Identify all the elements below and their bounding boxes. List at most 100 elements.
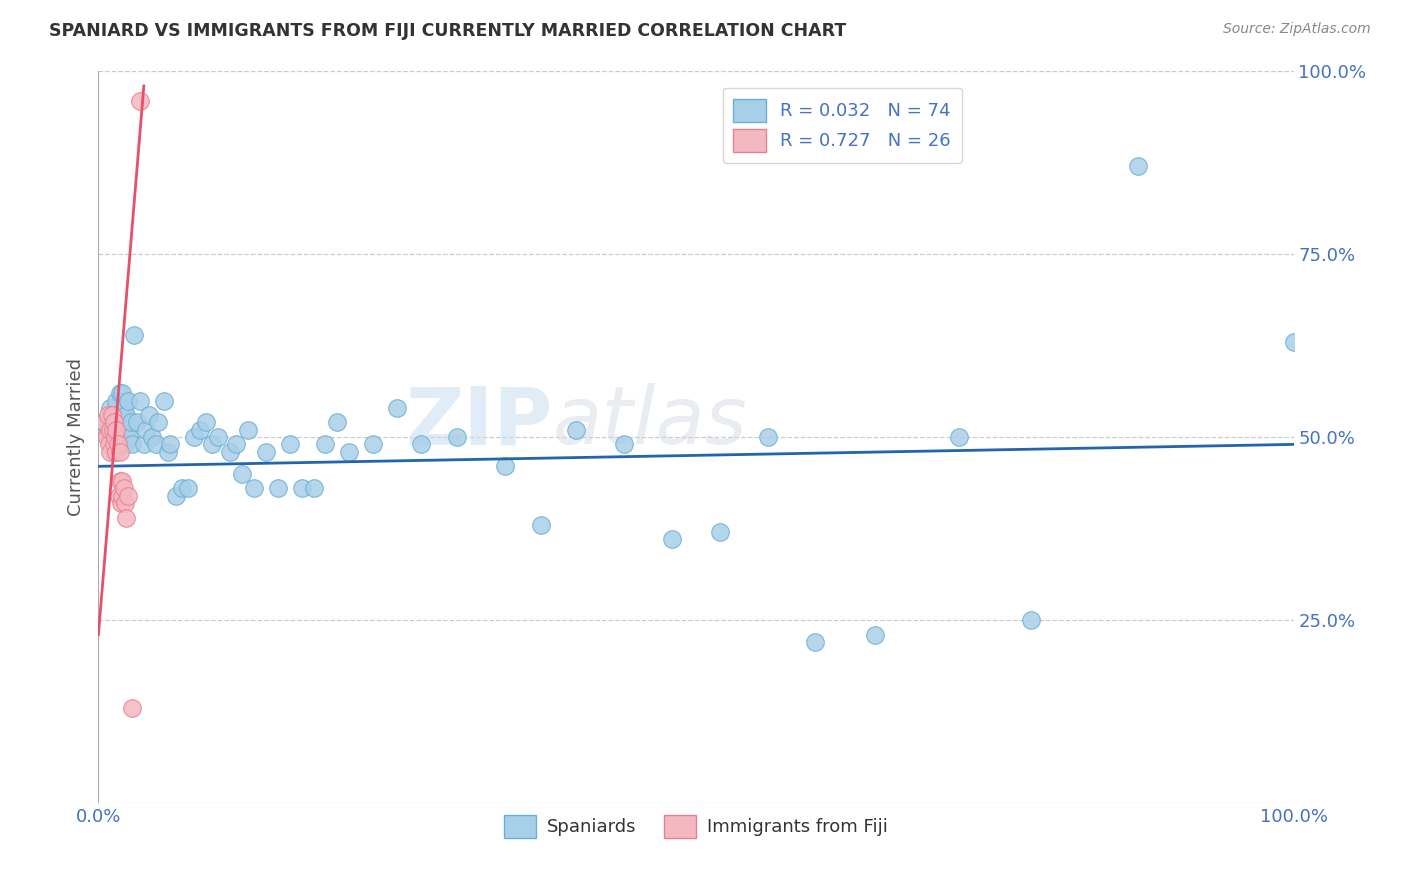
Point xyxy=(98,423,122,437)
Point xyxy=(278,437,301,451)
Point xyxy=(411,437,433,451)
Point xyxy=(138,408,160,422)
Point xyxy=(103,444,125,458)
Point xyxy=(865,627,887,641)
Point xyxy=(565,423,588,437)
Text: ZIP: ZIP xyxy=(405,384,553,461)
Point xyxy=(115,510,138,524)
Point xyxy=(201,437,224,451)
Point xyxy=(219,444,242,458)
Point xyxy=(101,423,124,437)
Point xyxy=(107,416,129,430)
Point xyxy=(129,94,152,108)
Point xyxy=(530,517,553,532)
Point xyxy=(183,430,205,444)
Point xyxy=(108,444,131,458)
Point xyxy=(188,423,211,437)
Point xyxy=(110,408,132,422)
Point xyxy=(110,496,132,510)
Point xyxy=(108,474,131,488)
Point xyxy=(108,386,131,401)
Point xyxy=(446,430,468,444)
Point xyxy=(96,430,118,444)
Point xyxy=(107,489,129,503)
Point xyxy=(105,423,128,437)
Point xyxy=(97,408,120,422)
Point xyxy=(115,423,138,437)
Text: atlas: atlas xyxy=(553,384,748,461)
Point xyxy=(93,416,115,430)
Point xyxy=(231,467,253,481)
Point xyxy=(111,430,134,444)
Point xyxy=(1128,160,1150,174)
Point xyxy=(111,386,134,401)
Point xyxy=(1019,613,1042,627)
Point xyxy=(135,423,157,437)
Point xyxy=(326,416,349,430)
Point xyxy=(114,416,136,430)
Point xyxy=(1282,334,1305,349)
Y-axis label: Currently Married: Currently Married xyxy=(66,358,84,516)
Point xyxy=(105,444,128,458)
Point xyxy=(124,327,146,342)
Point xyxy=(243,481,266,495)
Point xyxy=(132,437,155,451)
Point xyxy=(145,437,167,451)
Point xyxy=(661,533,683,547)
Point xyxy=(159,437,181,451)
Point xyxy=(267,481,290,495)
Point xyxy=(93,416,115,430)
Point xyxy=(385,401,409,415)
Point xyxy=(104,430,127,444)
Point xyxy=(756,430,779,444)
Point xyxy=(114,496,136,510)
Point xyxy=(156,444,179,458)
Point xyxy=(98,437,121,451)
Point xyxy=(125,416,148,430)
Point xyxy=(98,401,122,415)
Point xyxy=(115,408,138,422)
Point xyxy=(153,393,176,408)
Point xyxy=(117,489,139,503)
Point xyxy=(172,481,194,495)
Point xyxy=(97,423,120,437)
Point xyxy=(107,437,129,451)
Point xyxy=(120,416,142,430)
Point xyxy=(117,393,139,408)
Point xyxy=(225,437,247,451)
Point xyxy=(103,437,125,451)
Point xyxy=(112,481,135,495)
Point xyxy=(165,489,187,503)
Point xyxy=(141,430,163,444)
Point xyxy=(236,423,259,437)
Point xyxy=(302,481,325,495)
Point xyxy=(98,444,122,458)
Point xyxy=(105,430,128,444)
Text: Source: ZipAtlas.com: Source: ZipAtlas.com xyxy=(1223,22,1371,37)
Point xyxy=(291,481,314,495)
Text: SPANIARD VS IMMIGRANTS FROM FIJI CURRENTLY MARRIED CORRELATION CHART: SPANIARD VS IMMIGRANTS FROM FIJI CURRENT… xyxy=(49,22,846,40)
Legend: Spaniards, Immigrants from Fiji: Spaniards, Immigrants from Fiji xyxy=(496,807,896,845)
Point xyxy=(103,416,125,430)
Point xyxy=(254,444,277,458)
Point xyxy=(108,423,131,437)
Point xyxy=(948,430,970,444)
Point xyxy=(118,430,141,444)
Point xyxy=(207,430,229,444)
Point xyxy=(98,430,122,444)
Point xyxy=(494,459,516,474)
Point xyxy=(363,437,385,451)
Point xyxy=(100,408,122,422)
Point xyxy=(111,474,134,488)
Point xyxy=(112,401,135,415)
Point xyxy=(105,393,128,408)
Point xyxy=(177,481,200,495)
Point xyxy=(121,437,143,451)
Point xyxy=(101,408,124,422)
Point xyxy=(148,416,170,430)
Point xyxy=(129,393,152,408)
Point xyxy=(339,444,361,458)
Point xyxy=(709,525,731,540)
Point xyxy=(195,416,218,430)
Point xyxy=(804,635,827,649)
